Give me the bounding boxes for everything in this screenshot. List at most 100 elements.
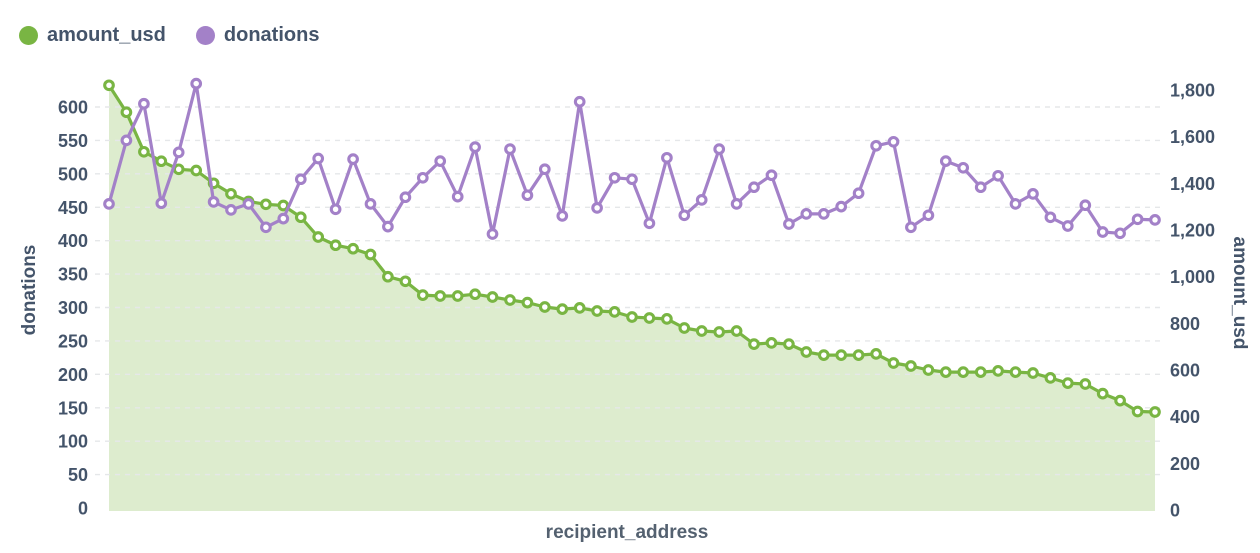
amount-usd-marker[interactable]	[573, 302, 586, 314]
donations-marker[interactable]	[538, 163, 551, 176]
donations-marker[interactable]	[277, 212, 290, 225]
amount-usd-marker[interactable]	[382, 270, 394, 283]
donations-marker[interactable]	[451, 190, 464, 203]
donations-marker[interactable]	[661, 151, 673, 164]
amount-usd-marker[interactable]	[556, 303, 569, 315]
amount-usd-marker[interactable]	[294, 211, 307, 224]
amount-usd-marker[interactable]	[538, 301, 551, 313]
amount-usd-marker[interactable]	[1079, 378, 1092, 390]
amount-usd-marker[interactable]	[521, 296, 534, 309]
donations-marker[interactable]	[591, 202, 603, 214]
amount-usd-marker[interactable]	[225, 187, 237, 200]
amount-usd-marker[interactable]	[1009, 366, 1022, 378]
amount-usd-marker[interactable]	[1096, 387, 1109, 400]
donations-marker[interactable]	[1009, 198, 1022, 210]
amount-usd-marker[interactable]	[661, 313, 673, 325]
donations-marker[interactable]	[992, 169, 1004, 182]
donations-marker[interactable]	[225, 204, 237, 216]
donations-marker[interactable]	[138, 97, 150, 110]
amount-usd-marker[interactable]	[626, 311, 638, 323]
donations-marker[interactable]	[382, 220, 394, 233]
donations-marker[interactable]	[748, 181, 760, 194]
amount-usd-marker[interactable]	[1027, 367, 1039, 379]
amount-usd-marker[interactable]	[974, 366, 987, 378]
amount-usd-marker[interactable]	[103, 79, 115, 92]
amount-usd-marker[interactable]	[120, 106, 133, 119]
amount-usd-marker[interactable]	[469, 288, 481, 301]
donations-marker[interactable]	[887, 135, 900, 148]
donations-marker[interactable]	[974, 181, 987, 194]
donations-marker[interactable]	[155, 197, 168, 210]
amount-usd-marker[interactable]	[155, 155, 168, 168]
donations-marker[interactable]	[347, 153, 359, 165]
donations-marker[interactable]	[643, 217, 656, 230]
donations-marker[interactable]	[695, 194, 708, 206]
amount-usd-marker[interactable]	[643, 312, 656, 324]
amount-usd-marker[interactable]	[922, 364, 935, 376]
donations-marker[interactable]	[329, 203, 342, 216]
donations-marker[interactable]	[312, 152, 325, 165]
donations-marker[interactable]	[172, 146, 185, 159]
donations-marker[interactable]	[1149, 214, 1161, 226]
donations-marker[interactable]	[1131, 213, 1144, 226]
amount-usd-marker[interactable]	[399, 275, 412, 288]
amount-usd-marker[interactable]	[190, 164, 203, 177]
donations-marker[interactable]	[1096, 226, 1109, 238]
amount-usd-marker[interactable]	[730, 325, 743, 337]
amount-usd-marker[interactable]	[1044, 372, 1057, 384]
donations-marker[interactable]	[1027, 188, 1039, 200]
donations-marker[interactable]	[765, 169, 778, 182]
donations-marker[interactable]	[783, 218, 795, 230]
amount-usd-marker[interactable]	[260, 198, 272, 211]
donations-marker[interactable]	[486, 228, 499, 240]
donations-marker[interactable]	[626, 173, 638, 186]
amount-usd-marker[interactable]	[1131, 405, 1144, 418]
amount-usd-marker[interactable]	[748, 338, 760, 350]
donations-marker[interactable]	[556, 210, 569, 222]
amount-usd-marker[interactable]	[172, 163, 185, 176]
amount-usd-marker[interactable]	[957, 366, 970, 378]
amount-usd-marker[interactable]	[608, 306, 621, 318]
amount-usd-marker[interactable]	[695, 325, 708, 337]
amount-usd-marker[interactable]	[364, 248, 377, 261]
donations-marker[interactable]	[294, 173, 307, 186]
amount-usd-marker[interactable]	[347, 242, 359, 255]
donations-marker[interactable]	[608, 171, 621, 184]
amount-usd-marker[interactable]	[852, 349, 865, 361]
amount-usd-marker[interactable]	[591, 305, 603, 317]
amount-usd-marker[interactable]	[800, 346, 813, 358]
donations-marker[interactable]	[416, 171, 429, 184]
donations-marker[interactable]	[1044, 211, 1057, 224]
donations-marker[interactable]	[957, 161, 970, 174]
legend-item-donations[interactable]: donations	[195, 24, 319, 47]
amount-usd-marker[interactable]	[329, 239, 342, 252]
amount-usd-marker[interactable]	[713, 326, 726, 338]
amount-usd-marker[interactable]	[1114, 394, 1126, 407]
amount-usd-marker[interactable]	[870, 348, 882, 360]
donations-marker[interactable]	[835, 200, 848, 213]
donations-marker[interactable]	[120, 134, 133, 147]
donations-marker[interactable]	[207, 196, 220, 208]
donations-marker[interactable]	[521, 189, 534, 202]
donations-marker[interactable]	[434, 155, 447, 167]
amount-usd-marker[interactable]	[678, 322, 691, 334]
amount-usd-marker[interactable]	[765, 337, 778, 349]
amount-usd-marker[interactable]	[138, 145, 150, 158]
amount-usd-marker[interactable]	[905, 360, 917, 372]
donations-marker[interactable]	[103, 198, 115, 210]
donations-marker[interactable]	[713, 143, 726, 155]
amount-usd-marker[interactable]	[486, 291, 499, 303]
donations-marker[interactable]	[1079, 199, 1092, 212]
amount-usd-marker[interactable]	[783, 338, 795, 350]
donations-marker[interactable]	[573, 95, 586, 108]
donations-marker[interactable]	[905, 221, 917, 234]
amount-usd-marker[interactable]	[992, 365, 1004, 377]
donations-marker[interactable]	[922, 209, 935, 222]
donations-marker[interactable]	[242, 198, 255, 210]
amount-usd-marker[interactable]	[887, 357, 900, 369]
donations-marker[interactable]	[364, 198, 377, 210]
amount-usd-marker[interactable]	[1149, 406, 1161, 418]
amount-usd-marker[interactable]	[434, 290, 447, 302]
donations-marker[interactable]	[399, 191, 412, 204]
